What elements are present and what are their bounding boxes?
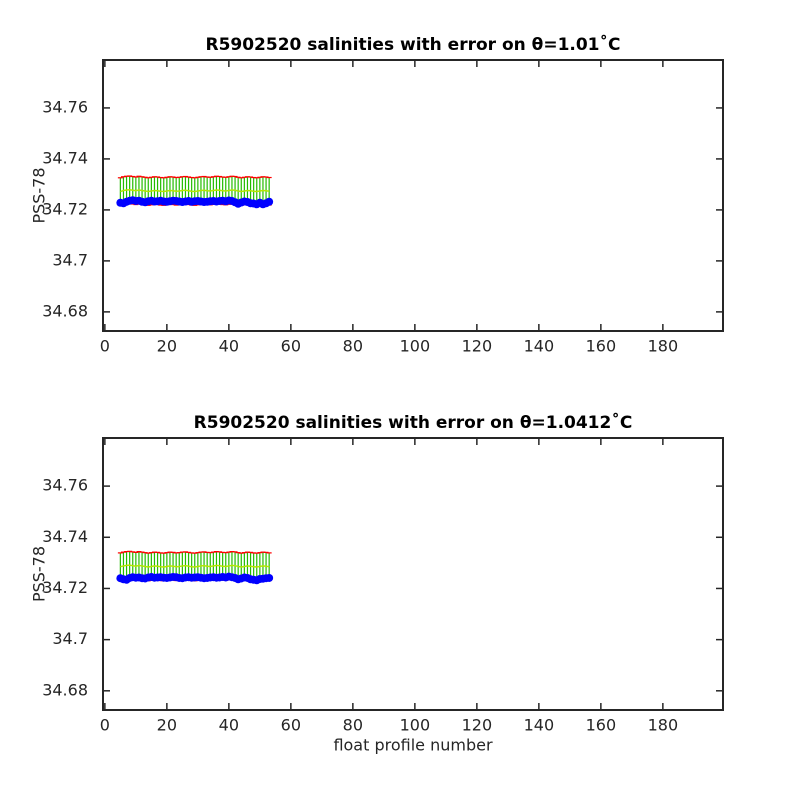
chart-title: R5902520 salinities with error on θ=1.04…: [194, 411, 633, 433]
axes-frame: [102, 437, 724, 711]
x-tick-label: 40: [219, 337, 239, 356]
salinity-point: [265, 197, 274, 206]
x-tick-label: 20: [157, 337, 177, 356]
salinity-point: [265, 573, 274, 582]
x-tick-label: 100: [400, 337, 431, 356]
y-tick-label: 34.76: [42, 97, 88, 116]
x-tick-label: 60: [281, 337, 301, 356]
y-tick-label: 34.7: [52, 250, 88, 269]
x-tick-label: 120: [462, 337, 493, 356]
chart-title: R5902520 salinities with error on θ=1.01…: [205, 33, 620, 55]
x-tick-label: 80: [343, 716, 363, 735]
mapped-line: [120, 564, 270, 568]
x-tick-label: 160: [586, 337, 617, 356]
x-tick-label: 140: [524, 716, 555, 735]
x-tick-label: 100: [400, 716, 431, 735]
x-tick-label: 160: [586, 716, 617, 735]
x-tick-label: 40: [219, 716, 239, 735]
y-tick-label: 34.74: [42, 527, 88, 546]
y-tick-label: 34.7: [52, 629, 88, 648]
x-tick-label: 120: [462, 716, 493, 735]
y-tick-label: 34.72: [42, 199, 88, 218]
x-tick-label: 0: [100, 337, 110, 356]
x-tick-label: 20: [157, 716, 177, 735]
mapped-line: [120, 189, 270, 193]
y-axis-label: PSS-78: [30, 546, 49, 602]
x-axis-label: float profile number: [333, 736, 493, 755]
x-tick-label: 180: [648, 716, 679, 735]
x-tick-label: 180: [648, 337, 679, 356]
y-tick-label: 34.68: [42, 680, 88, 699]
y-tick-label: 34.68: [42, 301, 88, 320]
axes-frame: [102, 59, 724, 332]
y-tick-label: 34.72: [42, 578, 88, 597]
x-tick-label: 140: [524, 337, 555, 356]
y-axis-label: PSS-78: [30, 167, 49, 223]
x-tick-label: 60: [281, 716, 301, 735]
x-tick-label: 0: [100, 716, 110, 735]
y-tick-label: 34.76: [42, 476, 88, 495]
y-tick-label: 34.74: [42, 148, 88, 167]
x-tick-label: 80: [343, 337, 363, 356]
